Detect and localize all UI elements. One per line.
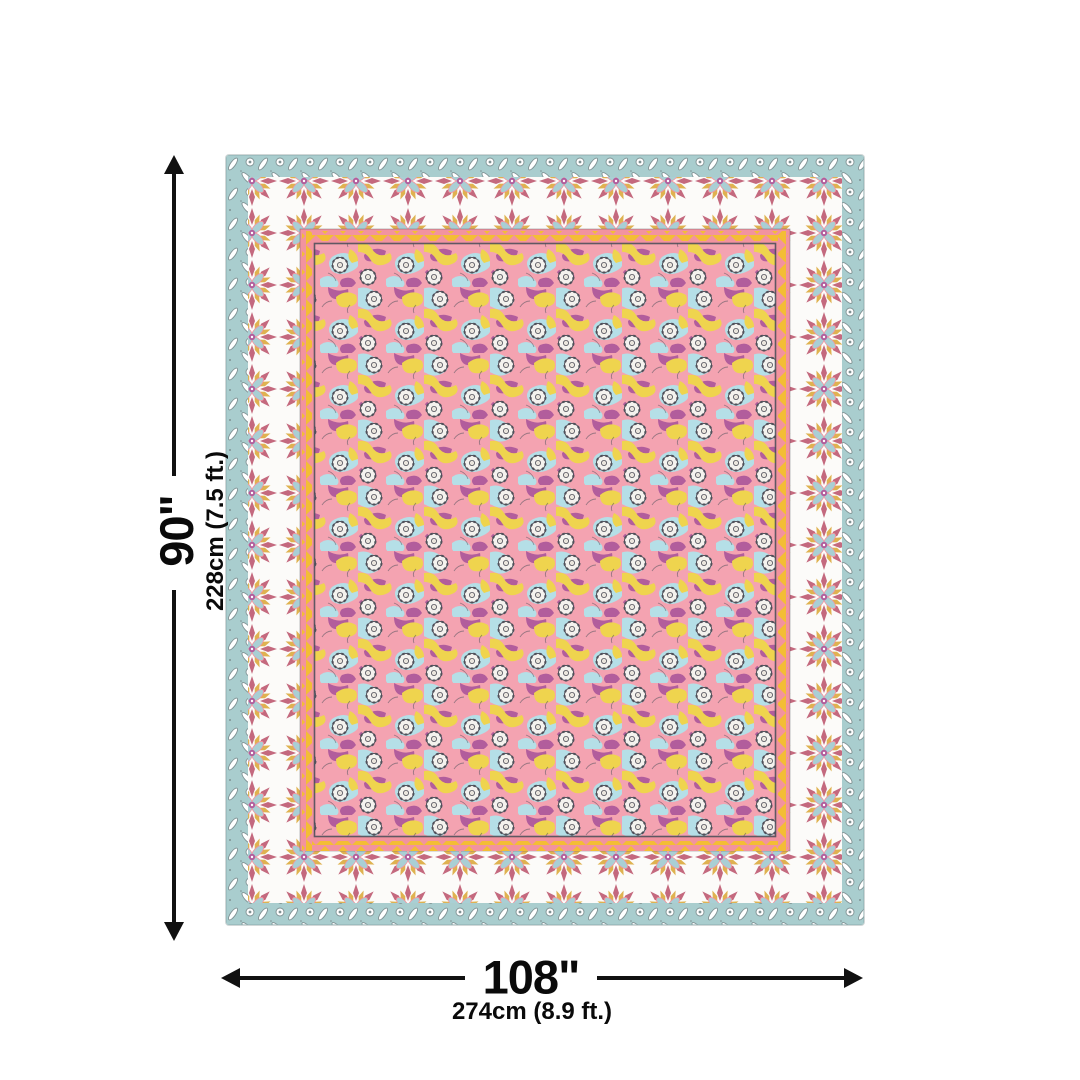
height-inches-label: 90" bbox=[149, 495, 203, 567]
height-arrow-bottom-segment bbox=[172, 590, 176, 924]
width-metric-label: 274cm (8.9 ft.) bbox=[451, 997, 613, 1025]
width-arrow-right-segment bbox=[597, 976, 845, 980]
height-dimension-label: 90" 228cm (7.5 ft.) bbox=[149, 450, 229, 612]
tapestry-preview bbox=[226, 155, 864, 925]
width-arrow-left-segment bbox=[239, 976, 465, 980]
tapestry-pattern-graphic bbox=[226, 155, 864, 925]
height-metric-label: 228cm (7.5 ft.) bbox=[201, 450, 229, 612]
height-arrow-top-segment bbox=[172, 172, 176, 476]
arrowhead-left-icon bbox=[221, 968, 240, 988]
arrowhead-right-icon bbox=[844, 968, 863, 988]
width-inches-label: 108" bbox=[482, 950, 581, 1004]
arrowhead-down-icon bbox=[164, 922, 184, 941]
arrowhead-up-icon bbox=[164, 155, 184, 174]
